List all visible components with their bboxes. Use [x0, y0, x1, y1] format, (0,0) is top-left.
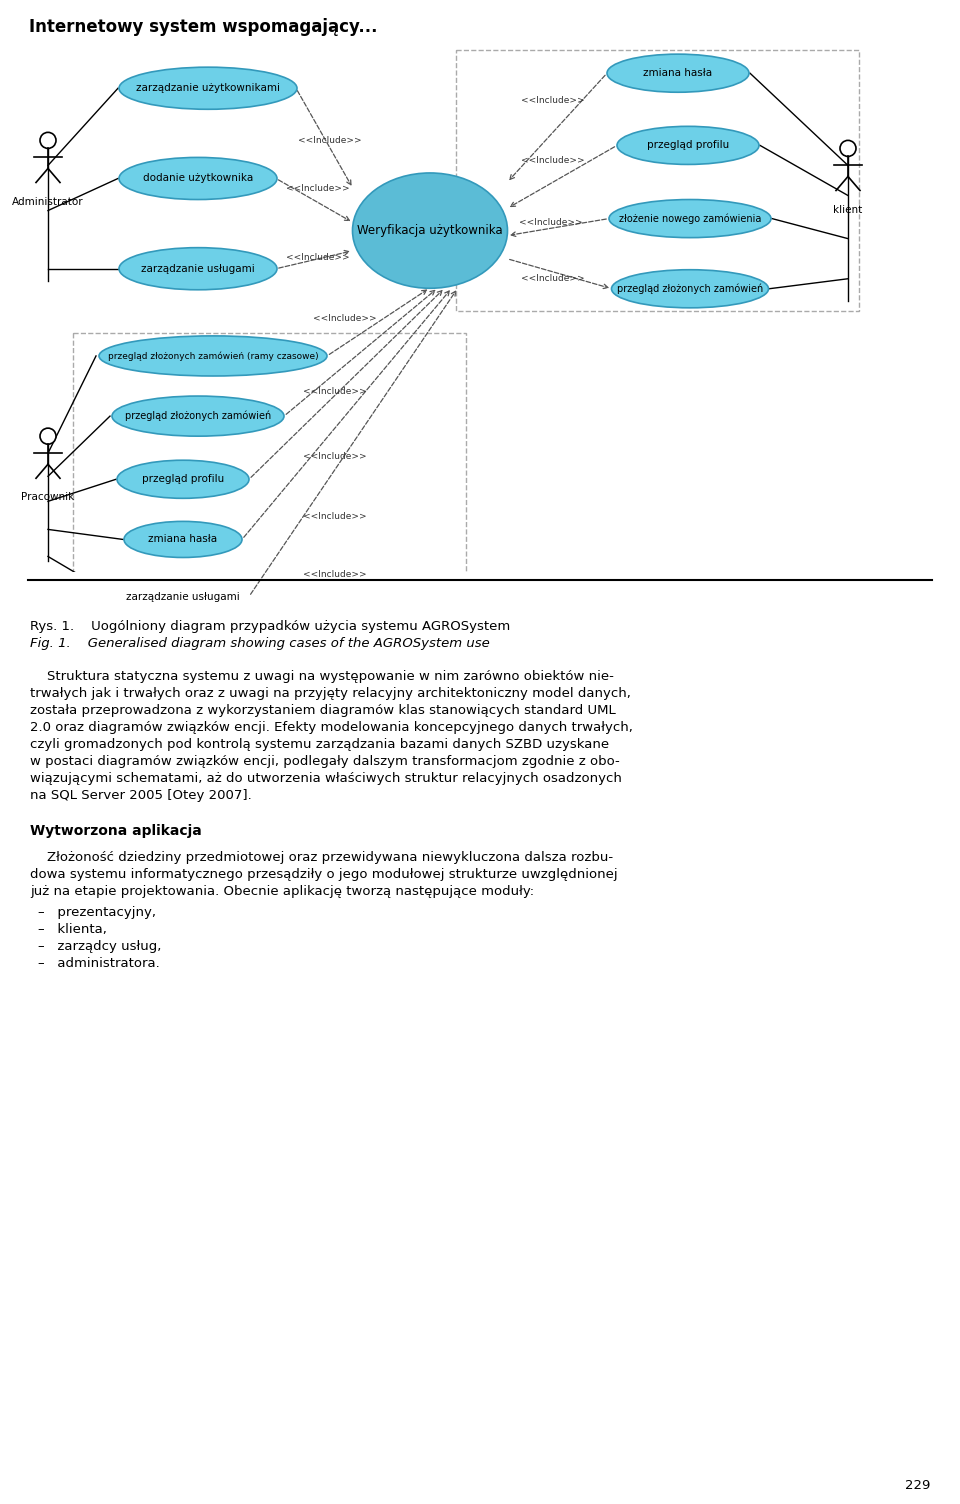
Text: <<Include>>: <<Include>>: [303, 387, 367, 396]
Text: <<Include>>: <<Include>>: [521, 96, 585, 105]
Ellipse shape: [119, 248, 277, 290]
Ellipse shape: [617, 126, 759, 164]
Ellipse shape: [119, 68, 297, 110]
Circle shape: [40, 132, 56, 149]
Text: <<Include>>: <<Include>>: [521, 156, 585, 165]
Text: <<Include>>: <<Include>>: [521, 274, 585, 283]
Text: czyli gromadzonych pod kontrolą systemu zarządzania bazami danych SZBD uzyskane: czyli gromadzonych pod kontrolą systemu …: [30, 737, 610, 750]
Circle shape: [840, 140, 856, 156]
Text: 2.0 oraz diagramów związków encji. Efekty modelowania koncepcyjnego danych trwał: 2.0 oraz diagramów związków encji. Efekt…: [30, 720, 633, 734]
Text: Weryfikacja użytkownika: Weryfikacja użytkownika: [357, 224, 503, 238]
Text: już na etapie projektowania. Obecnie aplikację tworzą następujące moduły:: już na etapie projektowania. Obecnie apl…: [30, 884, 534, 898]
Text: w postaci diagramów związków encji, podlegały dalszym transformacjom zgodnie z o: w postaci diagramów związków encji, podl…: [30, 755, 620, 767]
Text: złożenie nowego zamówienia: złożenie nowego zamówienia: [619, 214, 761, 224]
Text: zarządzanie usługami: zarządzanie usługami: [126, 591, 240, 602]
Ellipse shape: [112, 396, 284, 436]
Text: Fig. 1.    Generalised diagram showing cases of the AGROSystem use: Fig. 1. Generalised diagram showing case…: [30, 636, 490, 650]
Text: Rys. 1.    Uogólniony diagram przypadków użycia systemu AGROSystem: Rys. 1. Uogólniony diagram przypadków uż…: [30, 620, 511, 633]
Text: przegląd złożonych zamówień: przegląd złożonych zamówień: [125, 411, 271, 421]
Text: –   zarządcy usług,: – zarządcy usług,: [38, 940, 161, 952]
Text: zarządzanie użytkownikami: zarządzanie użytkownikami: [136, 83, 280, 93]
Text: <<Include>>: <<Include>>: [286, 183, 349, 193]
Text: przegląd złożonych zamówień: przegląd złożonych zamówień: [617, 284, 763, 293]
Text: Złożoność dziedziny przedmiotowej oraz przewidywana niewykluczona dalsza rozbu-: Złożoność dziedziny przedmiotowej oraz p…: [30, 851, 613, 863]
Ellipse shape: [119, 158, 277, 200]
Text: Wytworzona aplikacja: Wytworzona aplikacja: [30, 824, 202, 838]
Text: Administrator: Administrator: [12, 197, 84, 206]
Text: <<Include>>: <<Include>>: [303, 451, 367, 460]
Text: zmiana hasła: zmiana hasła: [149, 534, 218, 544]
Text: <<Include>>: <<Include>>: [286, 253, 349, 262]
Ellipse shape: [609, 200, 771, 238]
Text: <<Include>>: <<Include>>: [303, 511, 367, 520]
Text: trwałych jak i trwałych oraz z uwagi na przyjęty relacyjny architektoniczny mode: trwałych jak i trwałych oraz z uwagi na …: [30, 687, 631, 699]
Text: Pracownik: Pracownik: [21, 492, 75, 502]
Text: zmiana hasła: zmiana hasła: [643, 68, 712, 78]
Text: zarządzanie usługami: zarządzanie usługami: [141, 263, 254, 274]
Text: przegląd złożonych zamówień (ramy czasowe): przegląd złożonych zamówień (ramy czasow…: [108, 352, 319, 361]
Ellipse shape: [352, 173, 508, 289]
Ellipse shape: [607, 54, 749, 92]
Text: –   administratora.: – administratora.: [38, 957, 159, 970]
Text: na SQL Server 2005 [Otey 2007].: na SQL Server 2005 [Otey 2007].: [30, 788, 252, 802]
Text: <<Include>>: <<Include>>: [313, 314, 377, 323]
Ellipse shape: [612, 269, 769, 308]
Ellipse shape: [124, 522, 242, 558]
Text: <<Include>>: <<Include>>: [299, 135, 362, 144]
Text: Internetowy system wspomagający...: Internetowy system wspomagający...: [29, 18, 377, 36]
Ellipse shape: [117, 460, 249, 498]
Text: <<Include>>: <<Include>>: [519, 218, 583, 227]
Text: została przeprowadzona z wykorzystaniem diagramów klas stanowiących standard UML: została przeprowadzona z wykorzystaniem …: [30, 704, 615, 716]
Text: –   prezentacyjny,: – prezentacyjny,: [38, 905, 156, 919]
Circle shape: [40, 429, 56, 444]
Text: przegląd profilu: przegląd profilu: [647, 140, 730, 150]
Text: dowa systemu informatycznego przesądziły o jego modułowej strukturze uwzględnion: dowa systemu informatycznego przesądziły…: [30, 868, 617, 881]
Text: –   klienta,: – klienta,: [38, 922, 107, 935]
Text: wiązującymi schematami, aż do utworzenia właściwych struktur relacyjnych osadzon: wiązującymi schematami, aż do utworzenia…: [30, 772, 622, 785]
Text: przegląd profilu: przegląd profilu: [142, 474, 224, 484]
Text: dodanie użytkownika: dodanie użytkownika: [143, 173, 253, 183]
Ellipse shape: [99, 335, 327, 376]
Text: Struktura statyczna systemu z uwagi na występowanie w nim zarówno obiektów nie-: Struktura statyczna systemu z uwagi na w…: [30, 669, 613, 683]
Text: klient: klient: [833, 205, 863, 215]
Ellipse shape: [117, 579, 249, 615]
Text: 229: 229: [904, 1478, 930, 1492]
Text: <<Include>>: <<Include>>: [303, 570, 367, 579]
